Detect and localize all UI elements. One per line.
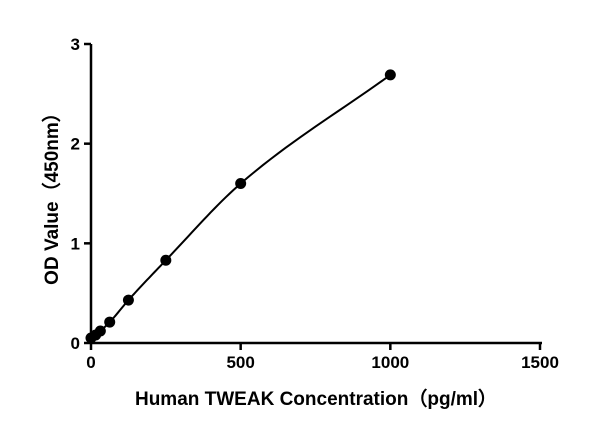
- x-axis-title: Human TWEAK Concentration（pg/ml）: [135, 387, 497, 410]
- y-tick-label-0: 0: [71, 334, 80, 353]
- x-tick-label-1: 500: [226, 353, 254, 372]
- fitted-curve: [90, 74, 391, 339]
- x-tick-label-0: 0: [86, 353, 95, 372]
- y-tick-label-1: 1: [71, 234, 80, 253]
- x-tick-label-3: 1500: [521, 353, 559, 372]
- y-tick-label-2: 2: [71, 135, 80, 154]
- y-ticks: 0 1 2 3: [71, 35, 91, 353]
- data-point-4: [122, 294, 134, 306]
- x-tick-label-2: 1000: [371, 353, 409, 372]
- data-point-3: [104, 316, 116, 328]
- data-point-6: [235, 178, 247, 190]
- y-tick-label-3: 3: [71, 35, 80, 54]
- axes: [89, 44, 542, 345]
- data-points: [85, 69, 396, 344]
- data-point-7: [384, 69, 396, 81]
- y-axis-title: OD Value（450nm）: [40, 103, 63, 285]
- x-ticks: 0 500 1000 1500: [86, 343, 559, 372]
- data-point-2: [94, 325, 106, 337]
- data-point-5: [160, 254, 172, 266]
